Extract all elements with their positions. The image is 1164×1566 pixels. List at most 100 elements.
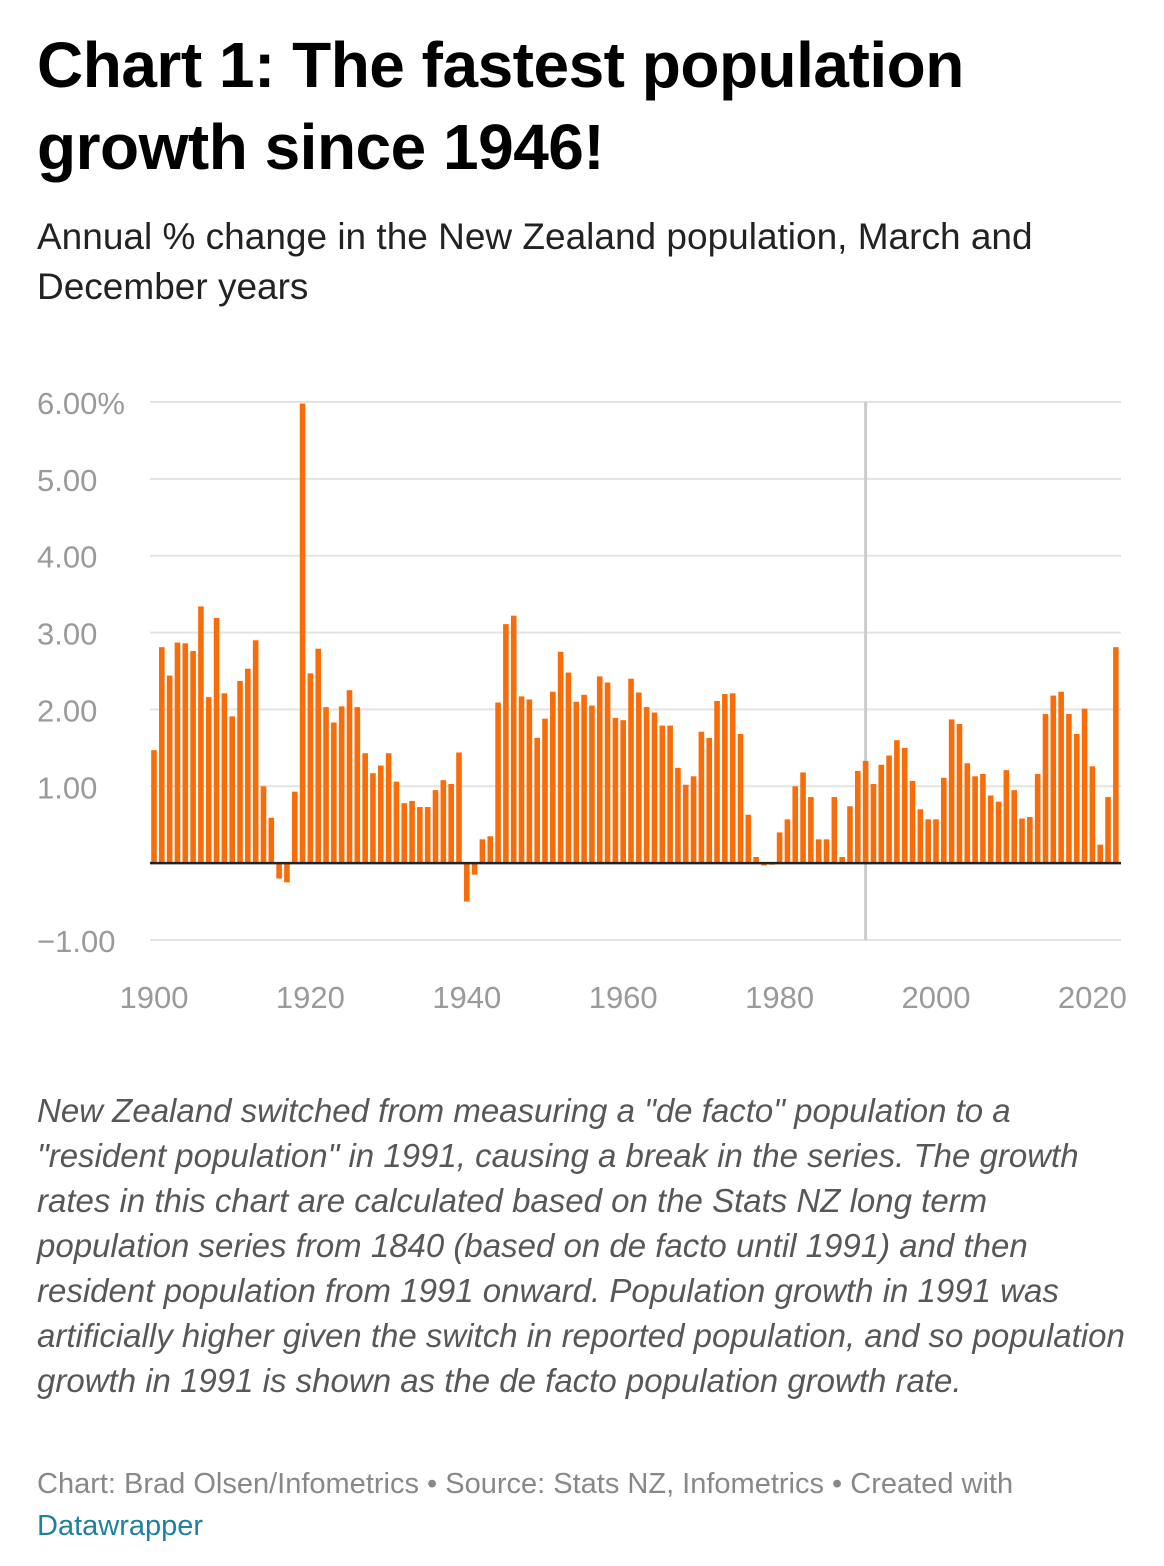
bar-1990	[855, 770, 861, 864]
bar-1962	[636, 692, 642, 864]
bar-1924	[338, 706, 345, 864]
bar-2000	[933, 819, 939, 864]
bar-1977	[753, 856, 759, 864]
bar-1920	[307, 673, 314, 864]
bar-1931	[393, 781, 400, 864]
bar-1933	[409, 800, 415, 864]
bar-1946	[510, 615, 517, 864]
bar-1997	[909, 780, 916, 864]
bar-1953	[565, 672, 572, 864]
bar-1929	[377, 765, 384, 864]
bar-2012	[1027, 817, 1033, 864]
bar-1906	[198, 606, 204, 864]
bar-1919	[299, 403, 306, 864]
datawrapper-link[interactable]: Datawrapper	[37, 1510, 204, 1542]
bar-1949	[534, 737, 540, 864]
bar-1937	[440, 780, 447, 864]
bar-2017	[1066, 714, 1072, 864]
bar-2003	[956, 724, 963, 864]
bar-1901	[159, 647, 165, 864]
bar-2018	[1073, 734, 1080, 864]
bar-2011	[1019, 818, 1025, 864]
bar-1952	[557, 651, 564, 864]
bar-1942	[479, 839, 486, 864]
bar-2021	[1097, 844, 1104, 864]
bar-1981	[784, 819, 791, 864]
bar-1923	[331, 722, 337, 864]
x-tick-label: 1940	[432, 980, 501, 1015]
bar-1934	[417, 807, 423, 864]
bar-2015	[1050, 695, 1057, 864]
bar-1974	[729, 693, 736, 864]
bar-1989	[847, 806, 853, 864]
bar-2005	[972, 776, 978, 864]
bar-1973	[722, 694, 728, 864]
bar-1984	[808, 797, 814, 864]
bar-1986	[823, 839, 830, 864]
bar-2013	[1034, 773, 1041, 864]
bar-1976	[745, 814, 752, 864]
bar-1945	[503, 624, 509, 864]
bar-1950	[542, 718, 548, 864]
bar-1967	[675, 767, 681, 864]
bar-1971	[706, 737, 713, 864]
x-tick-label: 1900	[120, 980, 189, 1015]
bar-1965	[659, 725, 666, 864]
bar-1939	[456, 752, 462, 864]
bar-1951	[550, 691, 556, 864]
y-tick-label: 1.00	[37, 770, 97, 805]
bar-1938	[448, 783, 454, 864]
bar-1927	[362, 753, 368, 864]
bar-1988	[839, 856, 845, 864]
bar-1998	[917, 809, 924, 864]
bar-1916	[276, 863, 282, 879]
chart-notes: New Zealand switched from measuring a "d…	[37, 1092, 1125, 1399]
bar-1992	[870, 783, 877, 864]
bar-2022	[1105, 797, 1111, 864]
x-tick-label: 1960	[589, 980, 658, 1015]
bar-1959	[612, 717, 619, 864]
bar-2016	[1058, 691, 1064, 864]
bar-1972	[714, 700, 720, 864]
bar-1903	[174, 642, 181, 864]
bar-1983	[800, 772, 806, 864]
y-axis-labels: 6.00% 5.00 4.00 3.00 2.00 1.00 −1.00	[37, 386, 125, 959]
bar-1987	[831, 797, 838, 864]
bar-1914	[260, 786, 267, 864]
bar-1960	[620, 720, 626, 864]
bar-1958	[604, 682, 611, 864]
bar-1904	[182, 643, 189, 864]
bar-1955	[581, 694, 587, 864]
y-tick-label: 5.00	[37, 463, 97, 498]
bar-2023	[1113, 647, 1119, 864]
bar-2006	[980, 773, 986, 864]
bar-1911	[237, 680, 243, 864]
x-tick-label: 2000	[902, 980, 971, 1015]
bar-1918	[291, 791, 298, 864]
bar-1940	[464, 863, 470, 902]
bar-1926	[354, 707, 361, 864]
bar-1982	[792, 786, 799, 864]
bar-2007	[987, 795, 994, 864]
bar-1970	[698, 731, 705, 864]
chart-byline: Chart: Brad Olsen/Infometrics • Source: …	[37, 1468, 1014, 1542]
bar-1902	[166, 675, 173, 864]
bar-1915	[268, 817, 275, 864]
bar-2014	[1042, 714, 1049, 864]
byline-source: Source: Stats NZ, Infometrics	[445, 1468, 824, 1500]
bar-1905	[190, 651, 196, 864]
bar-1922	[323, 707, 329, 864]
bar-1907	[205, 697, 212, 864]
bar-1957	[596, 676, 603, 864]
byline-created: Created with	[850, 1468, 1014, 1500]
bar-1900	[151, 750, 157, 864]
bar-1908	[213, 617, 220, 864]
bar-1944	[495, 702, 501, 864]
bar-1910	[229, 716, 235, 864]
bar-1941	[471, 863, 478, 875]
bar-1968	[682, 784, 689, 864]
y-tick-label: 3.00	[37, 617, 97, 652]
bar-1932	[401, 803, 408, 864]
bar-2019	[1081, 708, 1088, 864]
bar-1991	[862, 760, 869, 864]
